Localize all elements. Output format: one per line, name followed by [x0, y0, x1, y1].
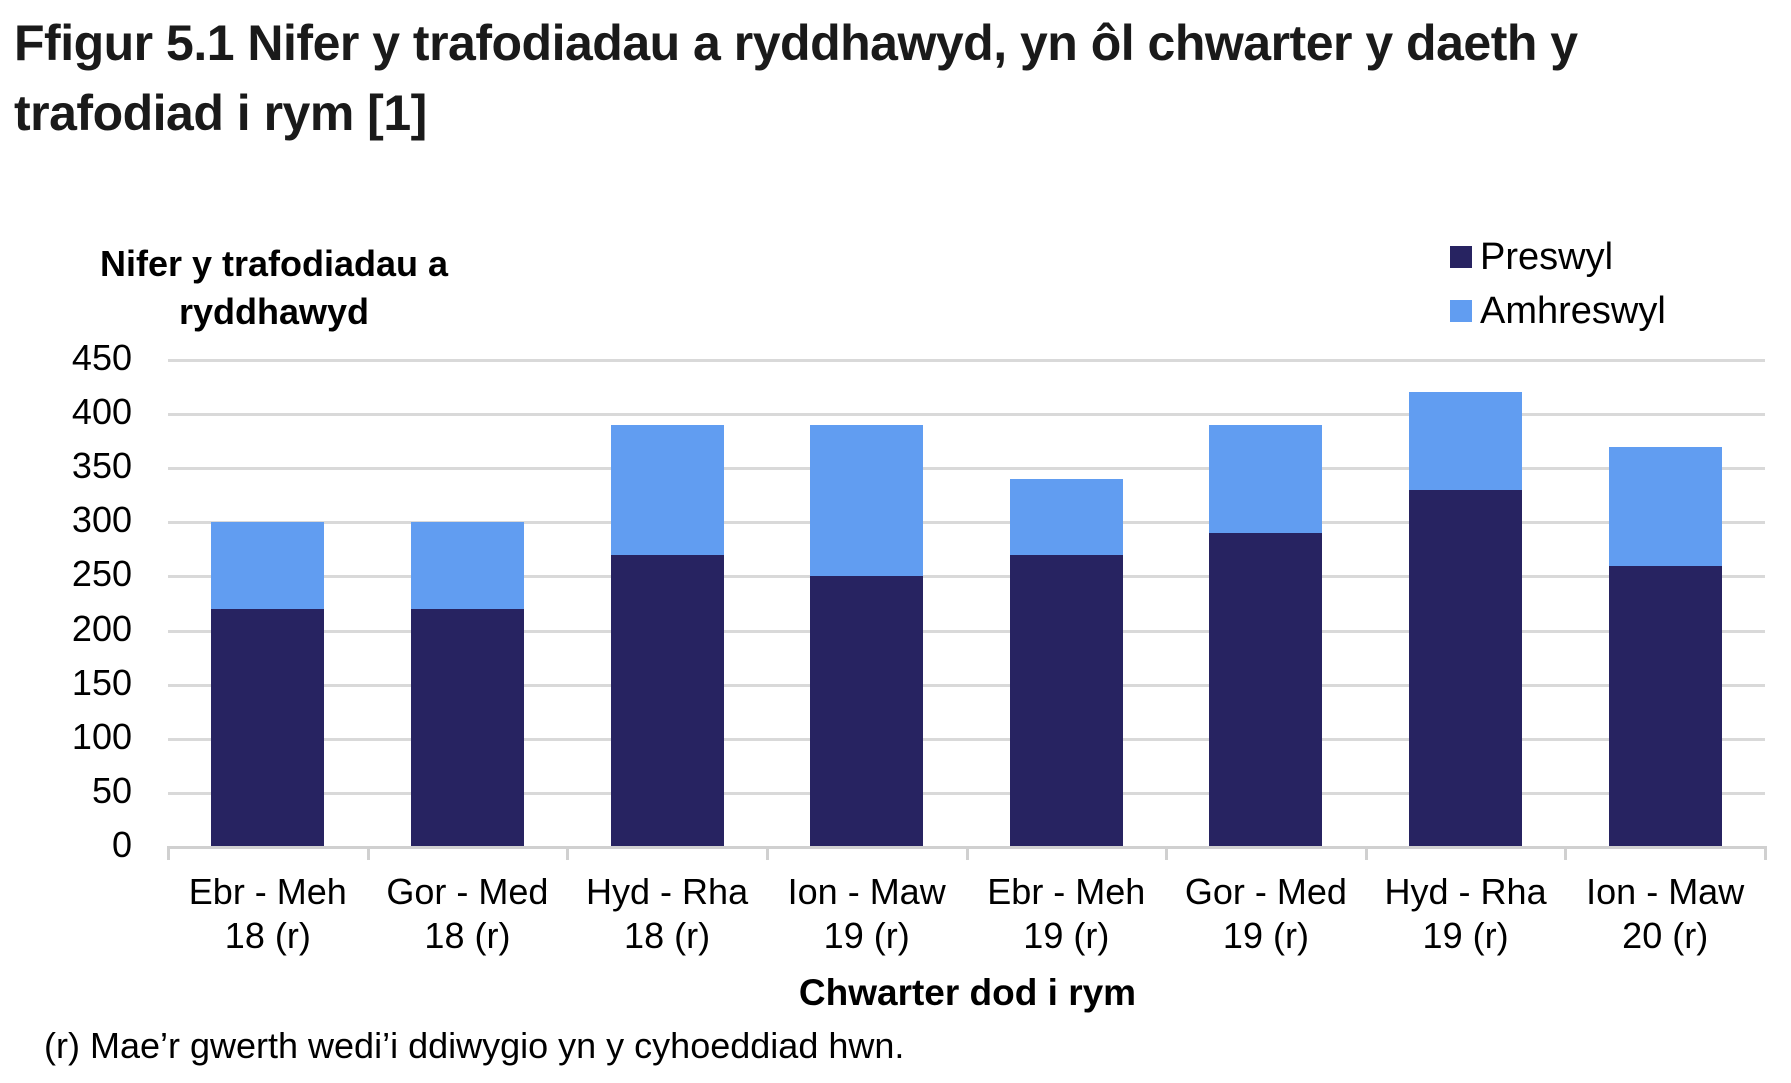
stacked-bar	[410, 360, 524, 847]
legend-label: Amhreswyl	[1480, 289, 1666, 332]
x-tick-label: Ion - Maw 20 (r)	[1586, 871, 1745, 956]
stacked-bar	[211, 360, 325, 847]
bar-segment-amhreswyl	[1209, 424, 1323, 534]
legend-item-preswyl: Preswyl	[1450, 230, 1666, 284]
x-tick-mark	[1764, 846, 1767, 860]
x-tick-mark	[965, 846, 969, 860]
bar-segment-preswyl	[1409, 489, 1523, 847]
y-tick-label: 200	[71, 607, 132, 649]
stacked-bar	[1009, 360, 1123, 847]
y-axis-title: Nifer y trafodiadau a ryddhawyd	[99, 243, 449, 332]
bar-segment-amhreswyl	[1009, 479, 1123, 555]
legend-swatch-amhreswyl	[1450, 300, 1472, 322]
gridline	[168, 467, 1765, 471]
x-tick-mark	[566, 846, 570, 860]
y-tick-label: 450	[71, 337, 132, 378]
y-tick-label: 150	[71, 661, 132, 703]
bar-segment-preswyl	[810, 576, 924, 847]
gridline	[168, 359, 1765, 362]
y-tick-label: 100	[71, 715, 132, 757]
y-tick-label: 400	[71, 391, 132, 433]
footnote: (r) Mae’r gwerth wedi’i ddiwygio yn y cy…	[44, 1025, 905, 1066]
x-tick-mark	[1165, 846, 1169, 860]
x-tick-mark	[765, 846, 769, 860]
x-tick-label: Ion - Maw 19 (r)	[787, 871, 946, 956]
stacked-bar	[810, 360, 924, 847]
bar-segment-preswyl	[610, 554, 724, 847]
gridline	[168, 791, 1765, 795]
gridline	[168, 737, 1765, 741]
legend-item-amhreswyl: Amhreswyl	[1450, 284, 1666, 338]
x-tick-label: Gor - Med 19 (r)	[1184, 871, 1347, 956]
bar-segment-amhreswyl	[1608, 446, 1722, 566]
bar-segment-amhreswyl	[810, 424, 924, 577]
gridline	[168, 413, 1765, 417]
bar-segment-preswyl	[1009, 554, 1123, 847]
bar-segment-amhreswyl	[1409, 392, 1523, 490]
x-tick-label: Gor - Med 18 (r)	[386, 871, 549, 956]
x-tick-mark	[366, 846, 370, 860]
x-tick-mark	[167, 846, 170, 860]
x-tick-mark	[1364, 846, 1368, 860]
stacked-bar	[1209, 360, 1323, 847]
legend-label: Preswyl	[1480, 235, 1614, 278]
y-tick-label: 0	[111, 824, 132, 865]
x-tick-label: Ebr - Meh 19 (r)	[987, 871, 1146, 956]
x-tick-label: Hyd - Rha 18 (r)	[586, 871, 749, 956]
gridline	[168, 575, 1765, 579]
stacked-bar	[610, 360, 724, 847]
x-axis-title: Chwarter dod i rym	[798, 972, 1137, 1013]
stacked-bar	[1608, 360, 1722, 847]
bar-segment-preswyl	[410, 608, 524, 847]
gridline	[168, 683, 1765, 687]
plot-area	[168, 359, 1765, 847]
y-tick-label: 300	[71, 499, 132, 541]
x-tick-label: Ebr - Meh 18 (r)	[188, 871, 347, 956]
legend: Preswyl Amhreswyl	[1450, 230, 1666, 338]
bar-segment-preswyl	[211, 608, 325, 847]
y-tick-label: 50	[91, 769, 132, 811]
bar-segment-preswyl	[1608, 565, 1722, 847]
gridline	[168, 521, 1765, 525]
chart-title: Ffigur 5.1 Nifer y trafodiadau a ryddhaw…	[14, 15, 1578, 141]
x-tick-mark	[1564, 846, 1568, 860]
y-tick-label: 250	[71, 553, 132, 595]
bar-segment-amhreswyl	[410, 522, 524, 609]
bar-segment-preswyl	[1209, 533, 1323, 847]
legend-swatch-preswyl	[1450, 246, 1472, 268]
x-tick-label: Hyd - Rha 19 (r)	[1384, 871, 1547, 956]
y-tick-label: 350	[71, 445, 132, 487]
bar-segment-amhreswyl	[610, 424, 724, 555]
stacked-bar	[1409, 360, 1523, 847]
bar-segment-amhreswyl	[211, 522, 325, 609]
gridline	[168, 629, 1765, 633]
